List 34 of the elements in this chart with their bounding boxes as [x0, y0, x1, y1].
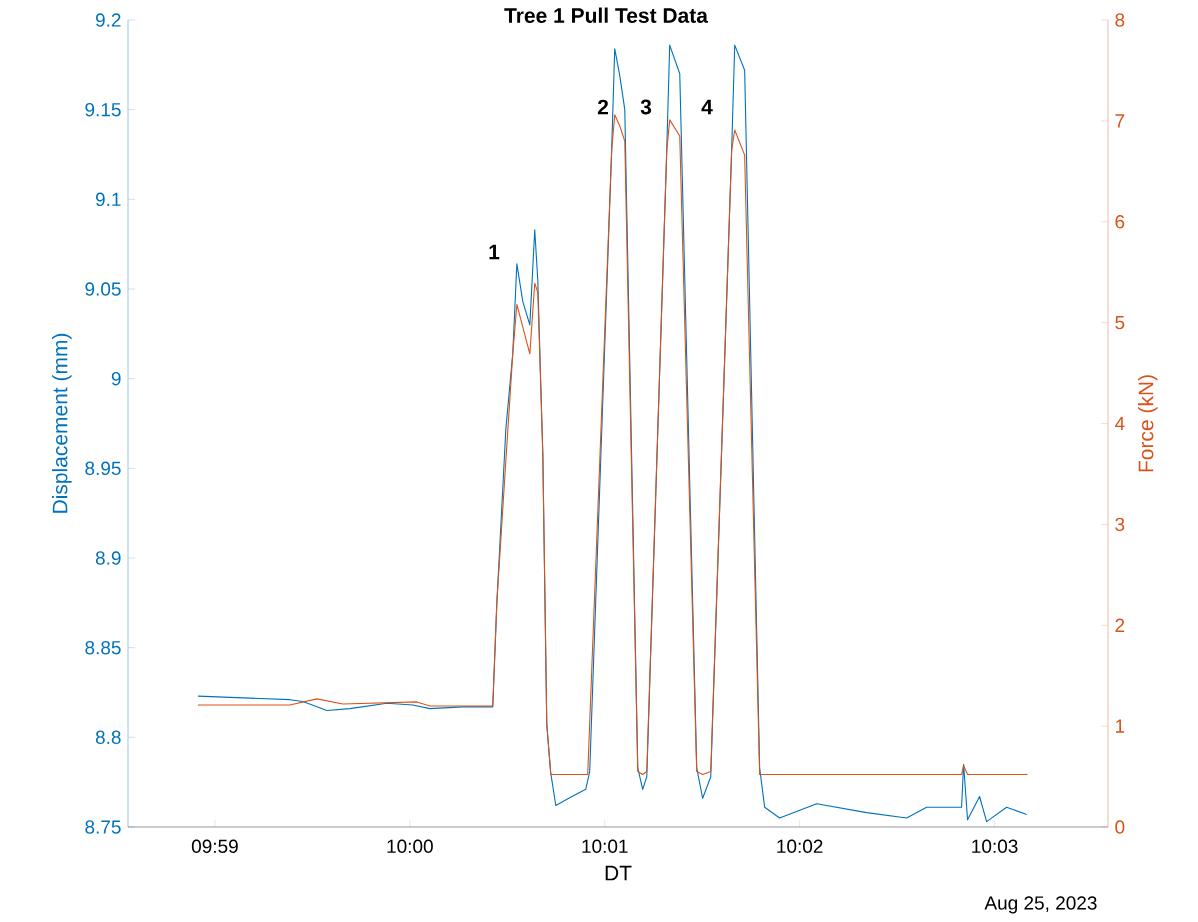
y-tick-label: 9.1	[95, 192, 121, 207]
x-axis-title: DT	[605, 865, 632, 881]
y2-tick-label: 3	[1115, 517, 1125, 532]
annotation: 2	[597, 99, 609, 115]
y2-tick-label: 1	[1115, 719, 1125, 733]
y2-tick-label: 6	[1115, 215, 1125, 229]
x-tick-label: 10:02	[777, 839, 823, 853]
y2-axis-title: Force (kN)	[1137, 375, 1158, 472]
y2-tick-label: 5	[1115, 316, 1125, 330]
y-tick-label: 9.05	[85, 282, 121, 296]
y2-tick-label: 0	[1115, 820, 1125, 834]
y2-tick-label: 4	[1114, 416, 1125, 431]
chart-title: Tree 1 Pull Test Data	[504, 7, 709, 23]
x-tick-label: 10:01	[582, 839, 628, 853]
text: Aug 25, 2023	[984, 896, 1097, 914]
y-tick-label: 8.85	[85, 640, 121, 655]
y-tick-label: 9.2	[95, 13, 121, 27]
y-tick-label: 9	[111, 371, 121, 386]
annotation: 4	[701, 99, 713, 115]
y-tick-label: 8.9	[95, 551, 121, 565]
y2-tick-label: 7	[1115, 114, 1125, 128]
x-tick-label: 10:00	[387, 839, 433, 853]
y-tick-label: 9.15	[85, 102, 121, 117]
x-tick-label: 09:59	[191, 839, 238, 853]
y2-tick-label: 2	[1115, 618, 1125, 632]
annotation: 1	[489, 244, 500, 260]
y-tick-label: 8.95	[85, 461, 121, 476]
y-axis-title: Displacement (mm)	[52, 333, 72, 513]
y2-tick-label: 8	[1115, 13, 1125, 27]
line-series	[197, 114, 1029, 776]
x-tick-label: 10:03	[972, 839, 1018, 853]
y-tick-label: 8.8	[95, 730, 121, 745]
y-tick-label: 8.75	[85, 820, 121, 834]
annotation: 3	[640, 99, 652, 115]
